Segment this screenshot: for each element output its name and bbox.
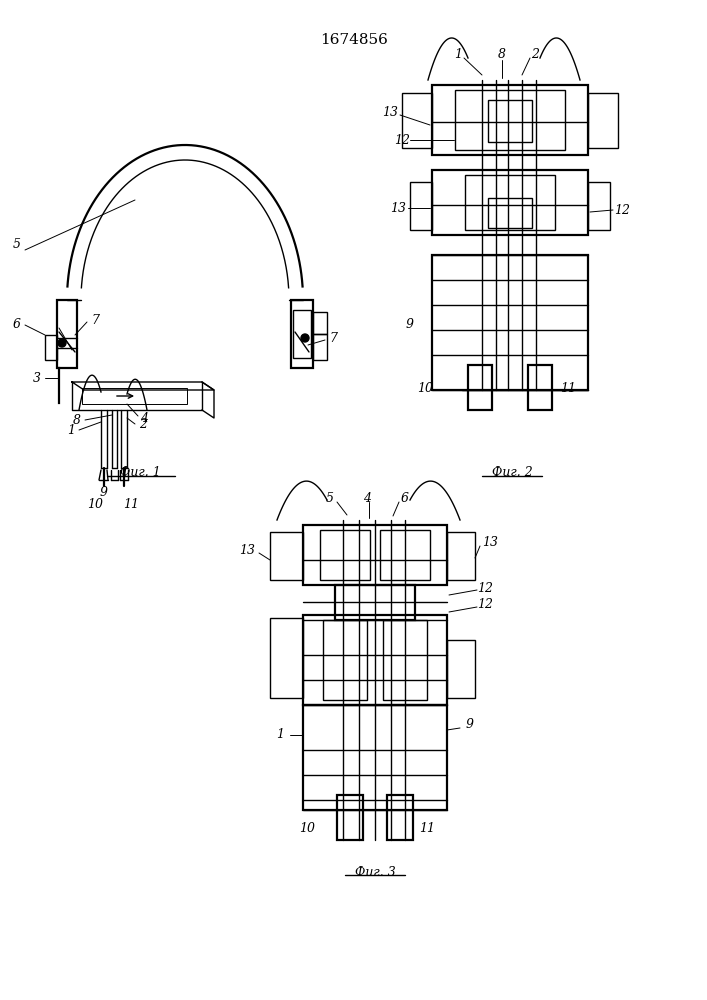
Bar [468,365,492,410]
Text: 13: 13 [239,544,255,556]
Bar [303,705,447,810]
Bar [588,93,618,148]
Bar [402,93,432,148]
Bar [410,182,432,230]
Bar [588,182,610,230]
Text: 2: 2 [139,418,147,430]
Text: 7: 7 [329,332,337,344]
Bar [447,640,475,698]
Text: 1: 1 [276,728,284,742]
Bar [432,255,588,390]
Text: Фиг. 3: Фиг. 3 [355,865,395,879]
Bar [57,300,77,368]
Bar [320,530,370,580]
Bar [447,532,475,580]
Bar [465,175,555,230]
Bar [293,310,311,358]
Text: 13: 13 [390,202,406,215]
Bar [488,198,532,228]
Text: 3: 3 [33,371,41,384]
Text: 11: 11 [123,497,139,510]
Text: 10: 10 [87,497,103,510]
Bar [313,334,327,360]
Text: 5: 5 [13,238,21,251]
Bar [270,532,303,580]
Bar [313,312,327,334]
Bar [323,620,367,700]
Bar [432,85,588,155]
Bar [291,300,313,368]
Text: 12: 12 [614,204,630,217]
Bar [383,620,427,700]
Text: 6: 6 [401,491,409,504]
Text: 8: 8 [73,414,81,426]
Bar [303,615,447,705]
Text: 4: 4 [363,491,371,504]
Text: 4: 4 [140,412,148,424]
Text: 13: 13 [482,536,498,548]
Text: 2: 2 [531,48,539,62]
Text: 10: 10 [299,822,315,834]
Text: 8: 8 [498,48,506,62]
Text: 1: 1 [67,424,75,436]
Bar [82,388,187,404]
Text: Фиг. 1: Фиг. 1 [119,466,160,480]
Text: 9: 9 [100,486,108,498]
Text: 7: 7 [91,314,99,326]
Circle shape [58,339,66,347]
Text: 9: 9 [406,318,414,332]
Text: 12: 12 [477,597,493,610]
Text: 6: 6 [13,318,21,332]
Bar [432,170,588,235]
Bar [337,795,363,840]
Bar [528,365,552,410]
Text: 12: 12 [394,133,410,146]
Bar [488,100,532,142]
Bar [455,90,565,150]
Bar [45,335,57,360]
Text: 1674856: 1674856 [320,33,388,47]
Text: 12: 12 [477,582,493,594]
Text: 13: 13 [382,105,398,118]
Circle shape [301,334,309,342]
Bar [380,530,430,580]
Bar [335,585,415,620]
Text: 5: 5 [326,491,334,504]
Bar [303,525,447,585]
Bar [270,618,303,698]
Text: 10: 10 [417,381,433,394]
Text: Фиг. 2: Фиг. 2 [491,466,532,480]
Bar [387,795,413,840]
Text: 11: 11 [560,381,576,394]
Text: 11: 11 [419,822,435,834]
Text: 9: 9 [466,718,474,732]
Text: 1: 1 [454,48,462,62]
